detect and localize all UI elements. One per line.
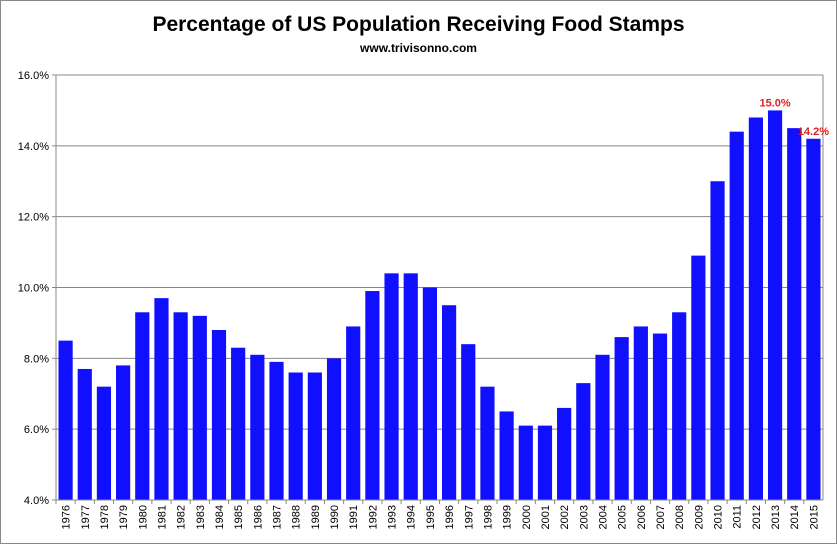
bar-1982	[173, 312, 188, 500]
bar-2013	[767, 110, 783, 501]
bar-2010	[710, 181, 725, 500]
data-label-2013: 15.0%	[759, 97, 790, 109]
bar-1997	[461, 344, 476, 500]
bar-1981	[154, 298, 169, 500]
bar-2012	[748, 117, 763, 500]
x-tick-label: 1976	[61, 505, 73, 529]
x-tick-label: 1984	[214, 505, 226, 529]
x-tick-label: 1999	[502, 505, 514, 529]
bar-2014	[787, 128, 802, 500]
x-tick-label: 2012	[751, 505, 763, 529]
x-tick-label: 1979	[118, 505, 130, 529]
x-tick-label: 1988	[291, 505, 303, 529]
chart-subtitle: www.trivisonno.com	[360, 41, 477, 55]
x-tick-label: 1990	[329, 505, 341, 529]
bar-2004	[595, 354, 610, 500]
bar-1979	[116, 365, 131, 500]
x-tick-label: 1977	[80, 505, 92, 529]
y-tick-label: 10.0%	[18, 283, 49, 295]
x-tick-label: 2007	[655, 505, 667, 529]
x-tick-label: 1983	[195, 505, 207, 529]
y-tick-label: 14.0%	[18, 141, 49, 153]
x-tick-label: 2008	[674, 505, 686, 529]
x-tick-label: 1978	[99, 505, 111, 529]
y-tick-label: 6.0%	[24, 424, 49, 436]
x-tick-label: 1993	[387, 505, 399, 529]
bar-1984	[211, 330, 227, 500]
x-tick-label: 2003	[578, 505, 590, 529]
bar-2006	[633, 326, 648, 500]
x-tick-label: 2015	[808, 505, 820, 529]
bar-2005	[614, 337, 629, 500]
x-tick-label: 1995	[425, 505, 437, 529]
chart-title: Percentage of US Population Receiving Fo…	[152, 13, 685, 36]
bar-2015	[806, 138, 821, 500]
bar-1990	[326, 358, 342, 500]
x-tick-label: 2005	[617, 505, 629, 529]
bar-1986	[250, 354, 265, 500]
x-tick-label: 1987	[272, 505, 284, 529]
bar-2001	[537, 425, 553, 500]
bar-1985	[231, 347, 246, 500]
bar-2011	[729, 131, 744, 500]
x-tick-label: 1986	[252, 505, 264, 529]
bar-1976	[58, 340, 73, 500]
bar-1989	[307, 372, 322, 500]
x-tick-label: 1981	[156, 505, 168, 529]
bar-1992	[365, 291, 380, 500]
bar-1999	[499, 411, 514, 500]
bar-1991	[346, 326, 361, 500]
bar-1988	[288, 372, 303, 500]
x-tick-label: 2006	[636, 505, 648, 529]
x-tick-label: 1997	[463, 505, 475, 529]
bar-1977	[77, 368, 92, 500]
bar-1998	[480, 386, 495, 500]
x-tick-label: 2013	[770, 505, 782, 529]
x-tick-label: 2000	[521, 505, 533, 529]
y-tick-label: 12.0%	[18, 212, 49, 224]
bar-1995	[422, 287, 438, 500]
x-tick-label: 1985	[233, 505, 245, 529]
x-tick-label: 2014	[789, 505, 801, 529]
y-tick-label: 8.0%	[24, 353, 49, 365]
bar-2008	[672, 312, 687, 500]
bar-1980	[135, 312, 150, 500]
bar-1987	[269, 361, 284, 500]
bar-1996	[441, 305, 457, 500]
bar-1983	[192, 315, 207, 500]
y-tick-label: 4.0%	[24, 495, 49, 507]
x-tick-label: 1982	[176, 505, 188, 529]
x-tick-label: 1992	[367, 505, 379, 529]
data-label-2015: 14.2%	[798, 126, 829, 138]
x-tick-label: 1998	[482, 505, 494, 529]
x-tick-label: 2001	[540, 505, 552, 529]
bar-2003	[576, 383, 591, 500]
bar-2007	[652, 333, 668, 500]
y-tick-label: 16.0%	[18, 70, 49, 82]
bar-1978	[96, 386, 112, 500]
x-tick-label: 1994	[406, 505, 418, 529]
x-tick-label: 1989	[310, 505, 322, 529]
x-tick-label: 2002	[559, 505, 571, 529]
x-tick-label: 2004	[597, 505, 609, 529]
bar-1994	[403, 273, 418, 500]
x-tick-label: 2011	[732, 505, 744, 529]
bar-1993	[384, 273, 399, 500]
x-tick-label: 1996	[444, 505, 456, 529]
x-tick-label: 2010	[713, 505, 725, 529]
x-tick-label: 1980	[137, 505, 149, 529]
x-tick-label: 2009	[693, 505, 705, 529]
bar-2000	[518, 425, 533, 500]
x-tick-label: 1991	[348, 505, 360, 529]
bar-2009	[691, 255, 706, 500]
bar-2002	[557, 407, 572, 500]
